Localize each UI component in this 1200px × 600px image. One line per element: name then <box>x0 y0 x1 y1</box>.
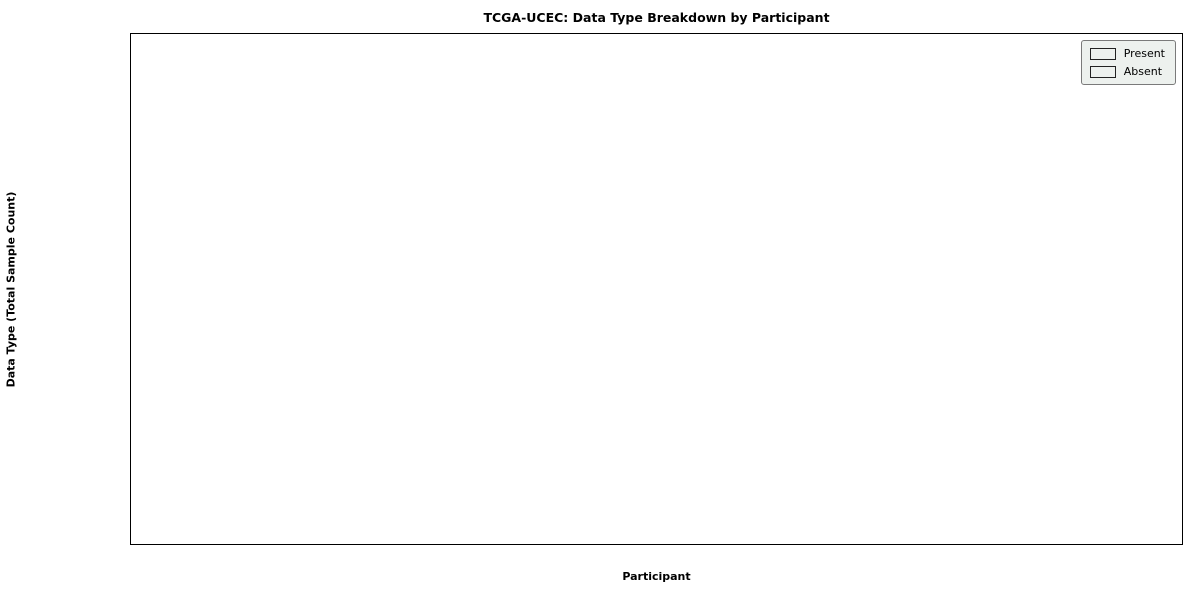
present-swatch <box>1089 47 1116 60</box>
legend: Present Absent <box>1080 40 1176 85</box>
x-axis-label: Participant <box>622 570 691 583</box>
y-axis-label: Data Type (Total Sample Count) <box>4 191 18 388</box>
legend-item-absent: Absent <box>1089 65 1165 78</box>
legend-label-absent: Absent <box>1123 65 1163 78</box>
absent-swatch <box>1089 65 1116 78</box>
legend-item-present: Present <box>1089 47 1165 60</box>
chart-title: TCGA-UCEC: Data Type Breakdown by Partic… <box>483 10 830 25</box>
plot-area: Present Absent <box>130 33 1183 545</box>
legend-label-present: Present <box>1123 47 1165 60</box>
